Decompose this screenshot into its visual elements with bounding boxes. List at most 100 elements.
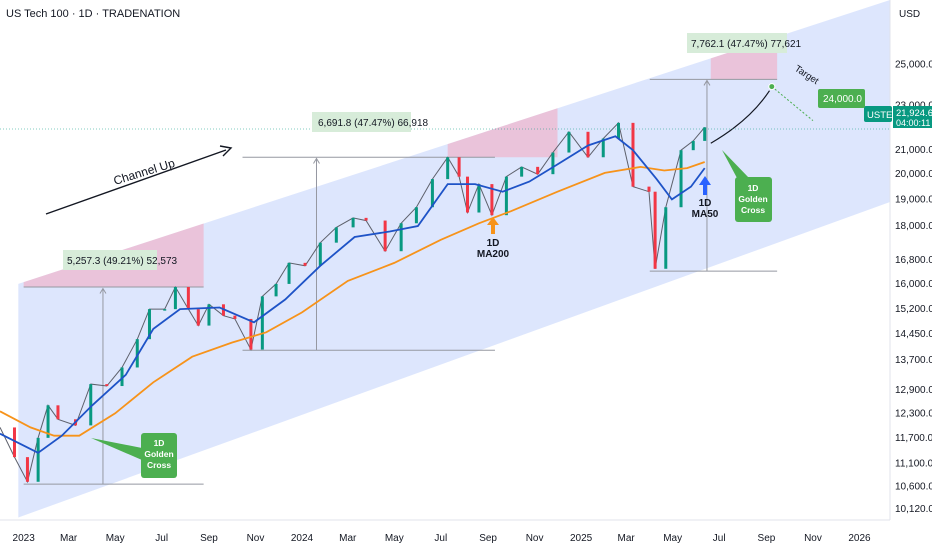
price-candle — [287, 262, 291, 284]
x-tick-label: Mar — [60, 533, 78, 544]
x-tick-label: Jul — [434, 533, 447, 544]
golden-cross-2-line2: Golden — [738, 194, 767, 204]
price-tag-ticker: USTEC — [867, 110, 899, 121]
price-candle — [691, 140, 695, 151]
ma50-label-line1: 1D — [699, 198, 712, 209]
measure-label-1-text: 5,257.3 (49.21%) 52,573 — [67, 256, 178, 267]
price-candle — [601, 138, 605, 158]
price-candle — [383, 220, 387, 252]
price-candle — [631, 122, 635, 187]
price-candle — [351, 217, 355, 228]
price-candle — [196, 309, 200, 326]
price-candle — [163, 309, 167, 311]
ma50-callout: 1D MA50 — [692, 176, 719, 220]
ma200-label-line2: MA200 — [477, 249, 510, 260]
ma50-label-line2: MA50 — [692, 209, 719, 220]
price-candle — [653, 191, 657, 269]
channel-up-label: Channel Up — [112, 156, 177, 188]
price-candle — [105, 384, 109, 387]
currency-label[interactable]: USD — [899, 9, 920, 20]
ma200-label-line1: 1D — [487, 238, 500, 249]
channel-up-band — [18, 0, 890, 518]
x-tick-label: Sep — [200, 533, 218, 544]
price-candle — [46, 405, 50, 438]
x-tick-label: 2023 — [13, 533, 36, 544]
price-candle — [56, 405, 60, 420]
price-candle — [233, 315, 237, 319]
y-tick-label: 10,600.0 — [895, 481, 932, 492]
x-tick-label: Mar — [339, 533, 357, 544]
y-tick-label: 10,120.0 — [895, 504, 932, 515]
measure-label-1: 5,257.3 (49.21%) 52,573 — [63, 250, 178, 270]
price-candle — [490, 184, 494, 216]
projection-curve — [710, 90, 771, 144]
measure-label-2-text: 6,691.8 (47.47%) 66,918 — [318, 118, 429, 129]
price-candle — [120, 367, 124, 387]
ma200-callout: 1D MA200 — [477, 217, 510, 260]
annotation-layer — [0, 83, 890, 215]
price-candle — [249, 318, 253, 350]
x-tick-label: Nov — [804, 533, 822, 544]
price-candle — [567, 131, 571, 153]
measure-label-3-text: 7,762.1 (47.47%) 77,621 — [691, 39, 802, 50]
price-candle — [477, 184, 481, 213]
y-tick-label: 25,000.0 — [895, 59, 932, 70]
target-value-text: 24,000.0 — [823, 94, 862, 105]
price-candle — [173, 286, 177, 310]
pink-zone-2 — [447, 108, 558, 158]
measure-3-arrow-head — [703, 79, 711, 86]
price-candle — [504, 176, 508, 216]
x-tick-label: May — [663, 533, 682, 544]
y-tick-label: 11,700.0 — [895, 433, 932, 444]
x-tick-label: Sep — [758, 533, 776, 544]
y-tick-label: 21,000.0 — [895, 145, 932, 156]
ma50-line — [0, 135, 706, 454]
channel-band — [18, 0, 890, 518]
last-price-tag: USTEC 21,924.6 04:00:11 — [864, 106, 932, 128]
x-tick-label: 2024 — [291, 533, 314, 544]
price-candle — [617, 122, 621, 139]
y-tick-label: 19,000.0 — [895, 194, 932, 205]
measure-label-3: 7,762.1 (47.47%) 77,621 — [687, 33, 802, 53]
up-arrow-icon — [487, 217, 499, 234]
price-candle — [207, 304, 211, 326]
x-tick-label: May — [106, 533, 125, 544]
price-candle — [430, 179, 434, 208]
price-candle — [303, 262, 307, 266]
golden-cross-2-line3: Cross — [741, 205, 765, 215]
price-candle — [399, 223, 403, 252]
price-candle — [679, 150, 683, 208]
price-candle — [551, 152, 555, 175]
price-tag-countdown: 04:00:11 — [896, 118, 930, 128]
y-tick-label: 15,200.0 — [895, 304, 932, 315]
golden-cross-2-line1: 1D — [748, 183, 759, 193]
y-tick-label: 11,100.0 — [895, 459, 932, 470]
price-candle — [186, 286, 190, 310]
price-candle — [318, 242, 322, 266]
symbol-title[interactable]: US Tech 100 · 1D · TRADENATION — [6, 8, 180, 20]
price-series — [0, 121, 707, 484]
price-candle — [647, 186, 651, 192]
price-candle — [703, 127, 707, 141]
price-candle — [89, 384, 93, 426]
x-tick-label: Jul — [155, 533, 168, 544]
moving-averages — [0, 135, 706, 454]
price-candle — [334, 227, 338, 243]
y-tick-label: 13,700.0 — [895, 355, 932, 366]
channel-arrow-head — [219, 145, 233, 157]
y-tick-label: 20,000.0 — [895, 169, 932, 180]
y-tick-label: 12,900.0 — [895, 385, 932, 396]
target-dotted-line — [771, 86, 814, 122]
price-candle — [446, 157, 450, 180]
golden-cross-1-line1: 1D — [154, 438, 165, 448]
price-candle — [536, 166, 540, 175]
y-tick-label: 16,800.0 — [895, 255, 932, 266]
x-tick-label: Nov — [247, 533, 265, 544]
price-candle — [414, 207, 418, 224]
y-tick-label: 16,000.0 — [895, 279, 932, 290]
price-candle — [664, 207, 668, 269]
price-candle — [465, 176, 469, 213]
price-candle — [36, 437, 40, 482]
